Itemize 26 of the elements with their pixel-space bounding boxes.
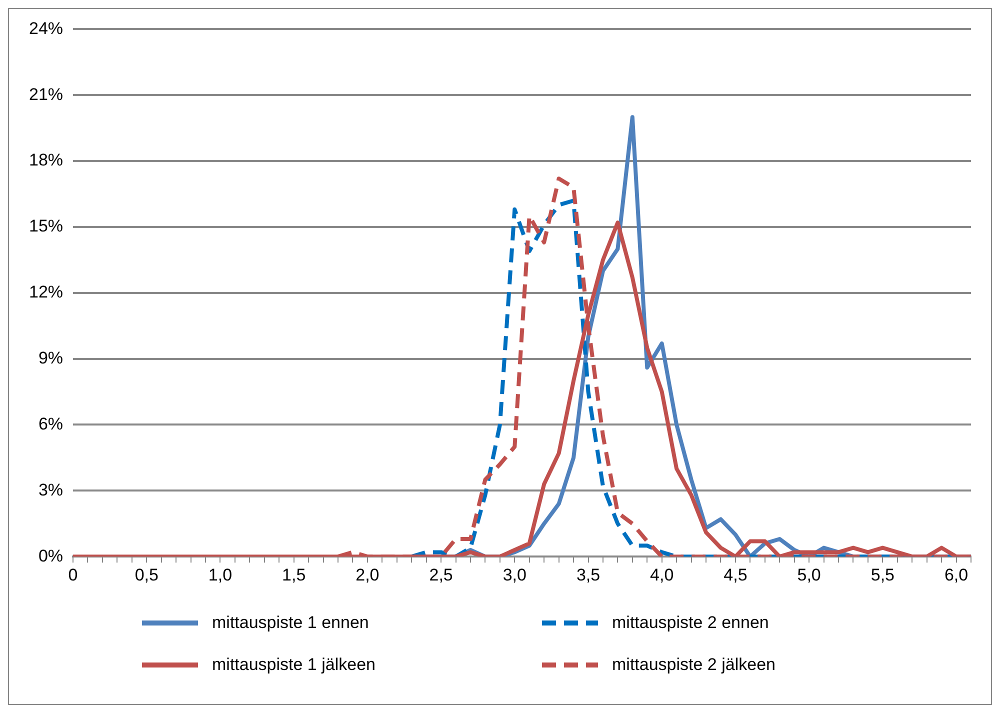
x-tick-label: 1,5	[282, 565, 306, 584]
x-tick-label: 2,0	[356, 565, 380, 584]
x-tick-label: 3,5	[576, 565, 600, 584]
legend-label: mittauspiste 2 jälkeen	[612, 655, 776, 675]
y-tick-label: 15%	[28, 216, 64, 236]
legend-label: mittauspiste 2 ennen	[612, 613, 769, 633]
legend-label: mittauspiste 1 jälkeen	[212, 655, 376, 675]
x-tick-label: 0,5	[134, 565, 158, 584]
y-tick-label: 21%	[28, 84, 64, 104]
x-tick-label: 6,0	[944, 565, 968, 584]
x-tick-label: 5,5	[870, 565, 894, 584]
x-tick-label: 3,0	[502, 565, 526, 584]
x-tick-label: 5,0	[797, 565, 821, 584]
y-tick-label: 18%	[28, 150, 64, 170]
x-tick-label: 2,5	[429, 565, 453, 584]
x-tick-label: 4,0	[650, 565, 674, 584]
x-tick-label: 0	[68, 565, 78, 584]
legend-label: mittauspiste 1 ennen	[212, 613, 369, 633]
y-tick-label: 3%	[38, 480, 64, 500]
y-tick-label: 6%	[38, 414, 64, 434]
y-tick-label: 0%	[38, 546, 64, 566]
x-tick-label: 1,0	[208, 565, 232, 584]
y-tick-label: 9%	[38, 348, 64, 368]
y-tick-label: 12%	[28, 282, 64, 302]
x-tick-label: 4,5	[724, 565, 748, 584]
y-tick-label: 24%	[28, 18, 64, 38]
